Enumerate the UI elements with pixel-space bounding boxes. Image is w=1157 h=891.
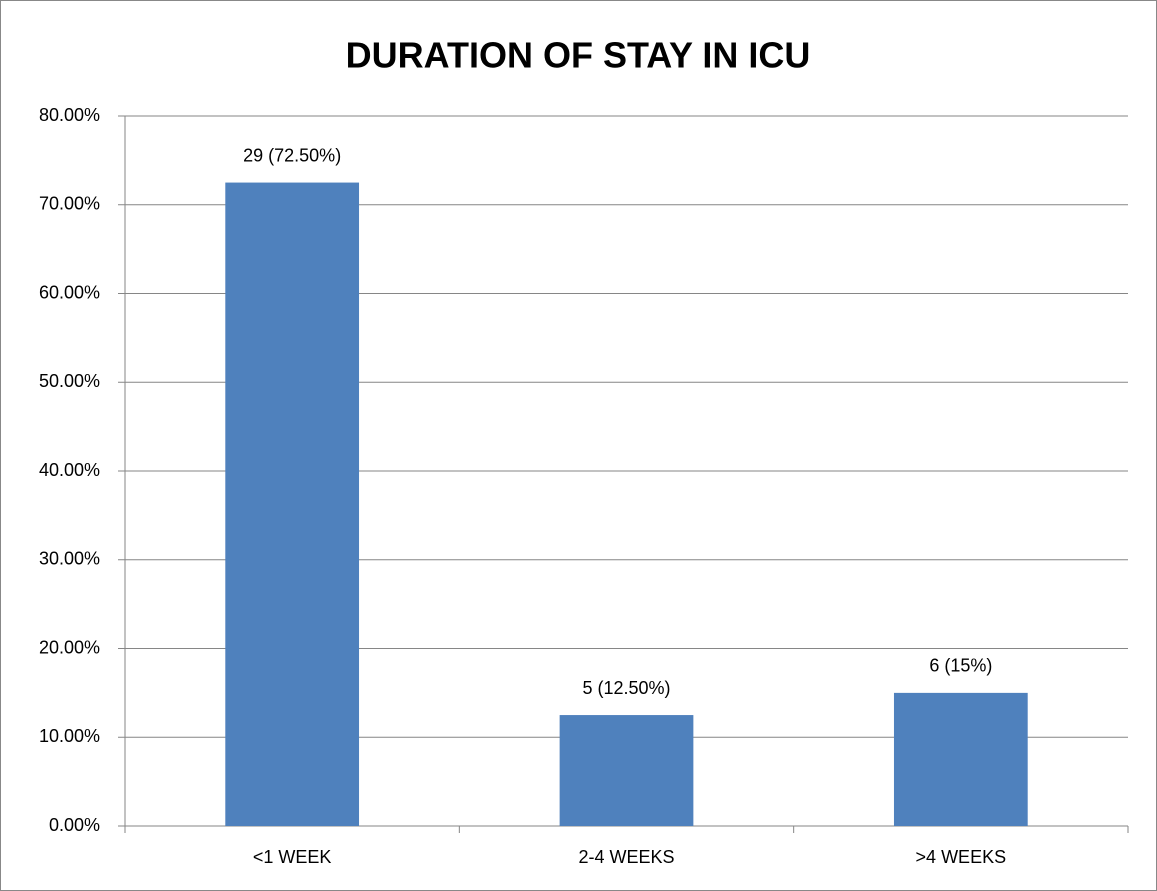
data-label: 29 (72.50%) — [243, 145, 341, 165]
y-tick-label: 50.00% — [39, 371, 100, 391]
chart-title: DURATION OF STAY IN ICU — [346, 35, 811, 76]
bar — [893, 692, 1028, 826]
x-tick-label: 2-4 WEEKS — [578, 847, 674, 867]
data-label: 5 (12.50%) — [582, 678, 670, 698]
y-tick-label: 80.00% — [39, 105, 100, 125]
y-tick-label: 60.00% — [39, 282, 100, 302]
y-tick-label: 0.00% — [49, 815, 100, 835]
y-tick-label: 70.00% — [39, 194, 100, 214]
y-tick-label: 40.00% — [39, 460, 100, 480]
x-tick-label: >4 WEEKS — [916, 847, 1007, 867]
data-label: 6 (15%) — [929, 656, 992, 676]
y-tick-label: 10.00% — [39, 726, 100, 746]
y-tick-label: 30.00% — [39, 549, 100, 569]
bar — [559, 715, 694, 826]
bar — [225, 182, 360, 826]
y-tick-label: 20.00% — [39, 637, 100, 657]
x-tick-label: <1 WEEK — [253, 847, 332, 867]
